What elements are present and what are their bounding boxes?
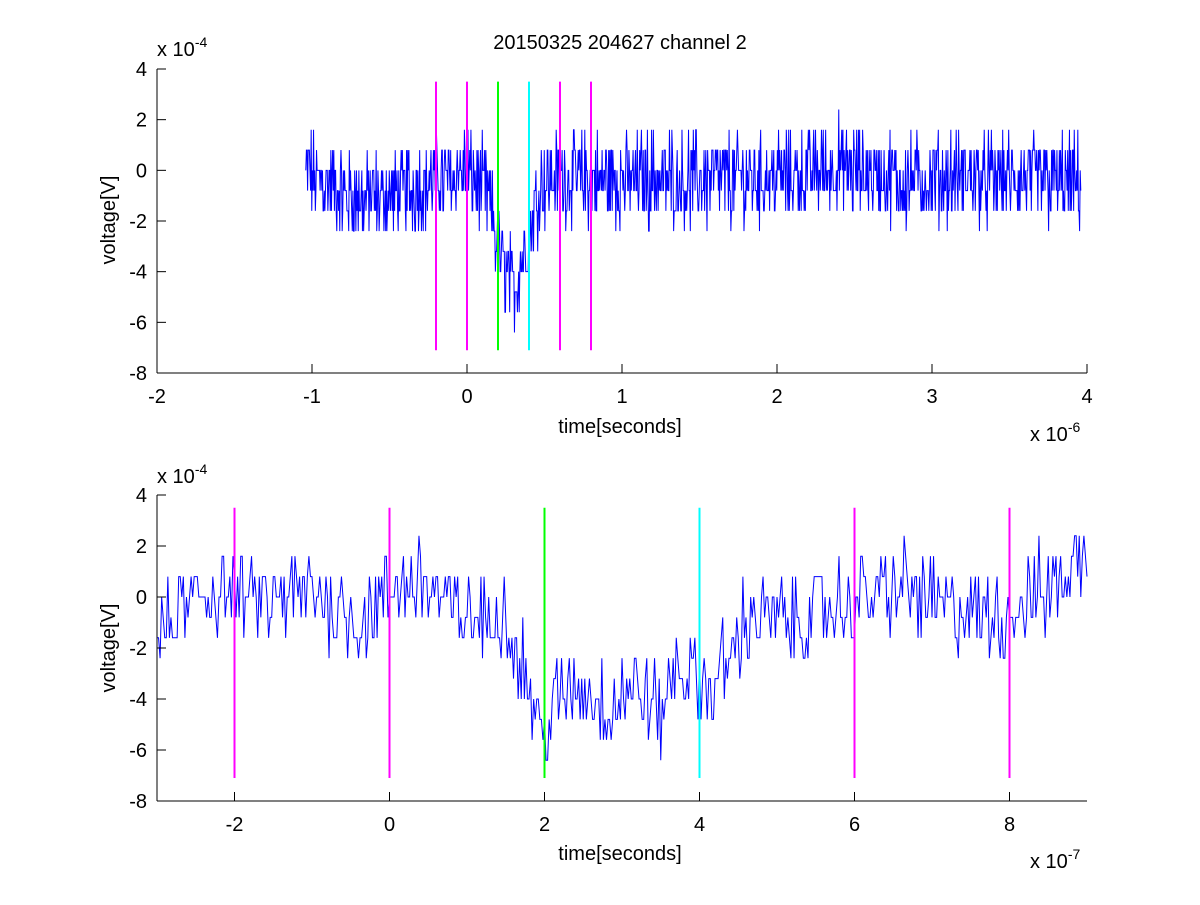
y-tick-label: 4 — [136, 59, 147, 81]
y-exponent-label: x 10-4 — [157, 34, 207, 61]
y-tick-label: 0 — [136, 587, 147, 609]
x-tick-label: 0 — [384, 814, 395, 836]
x-tick-label: 2 — [539, 814, 550, 836]
y-axis-label: voltage[V] — [98, 604, 120, 693]
x-tick-label: 0 — [461, 386, 472, 408]
y-exponent-power: -4 — [195, 461, 208, 477]
x-exponent-label: x 10-6 — [1030, 419, 1080, 446]
x-tick-label: 2 — [771, 386, 782, 408]
x-axis-label: time[seconds] — [558, 843, 681, 865]
y-tick-label: -8 — [129, 363, 147, 385]
x-tick-label: 1 — [616, 386, 627, 408]
y-tick-label: 2 — [136, 536, 147, 558]
x-tick-label: -1 — [303, 386, 321, 408]
y-exponent-base: x 10 — [157, 39, 195, 61]
x-tick-label: 4 — [1081, 386, 1092, 408]
x-exponent-label: x 10-7 — [1030, 846, 1080, 873]
y-tick-label: 4 — [136, 485, 147, 507]
y-exponent-power: -4 — [195, 34, 208, 50]
x-axis-label: time[seconds] — [558, 416, 681, 438]
x-tick-label: 3 — [926, 386, 937, 408]
signal-series-line — [305, 109, 1082, 333]
x-tick-label: -2 — [148, 386, 166, 408]
top-subplot: 20150325 204627 channel 2 time[seconds] … — [98, 32, 1093, 446]
x-exponent-power: -6 — [1068, 419, 1081, 435]
y-tick-label: -2 — [129, 638, 147, 660]
y-tick-label: -4 — [129, 262, 147, 284]
y-exponent-label: x 10-4 — [157, 461, 207, 488]
y-tick-label: -4 — [129, 689, 147, 711]
bottom-subplot: time[seconds] voltage[V] x 10-4 x 10-7 -… — [98, 461, 1088, 873]
y-tick-label: -6 — [129, 312, 147, 334]
y-exponent-base: x 10 — [157, 466, 195, 488]
y-tick-label: -8 — [129, 791, 147, 813]
y-tick-label: -6 — [129, 740, 147, 762]
x-tick-label: 8 — [1004, 814, 1015, 836]
y-tick-label: -2 — [129, 211, 147, 233]
chart-title: 20150325 204627 channel 2 — [493, 32, 747, 54]
signal-series-line — [157, 535, 1088, 761]
x-exponent-base: x 10 — [1030, 424, 1068, 446]
y-tick-label: 2 — [136, 110, 147, 132]
x-tick-label: 4 — [694, 814, 705, 836]
y-axis-label: voltage[V] — [98, 176, 120, 265]
x-tick-label: 6 — [849, 814, 860, 836]
y-tick-label: 0 — [136, 160, 147, 182]
x-exponent-base: x 10 — [1030, 851, 1068, 873]
x-exponent-power: -7 — [1068, 846, 1081, 862]
x-tick-label: -2 — [226, 814, 244, 836]
